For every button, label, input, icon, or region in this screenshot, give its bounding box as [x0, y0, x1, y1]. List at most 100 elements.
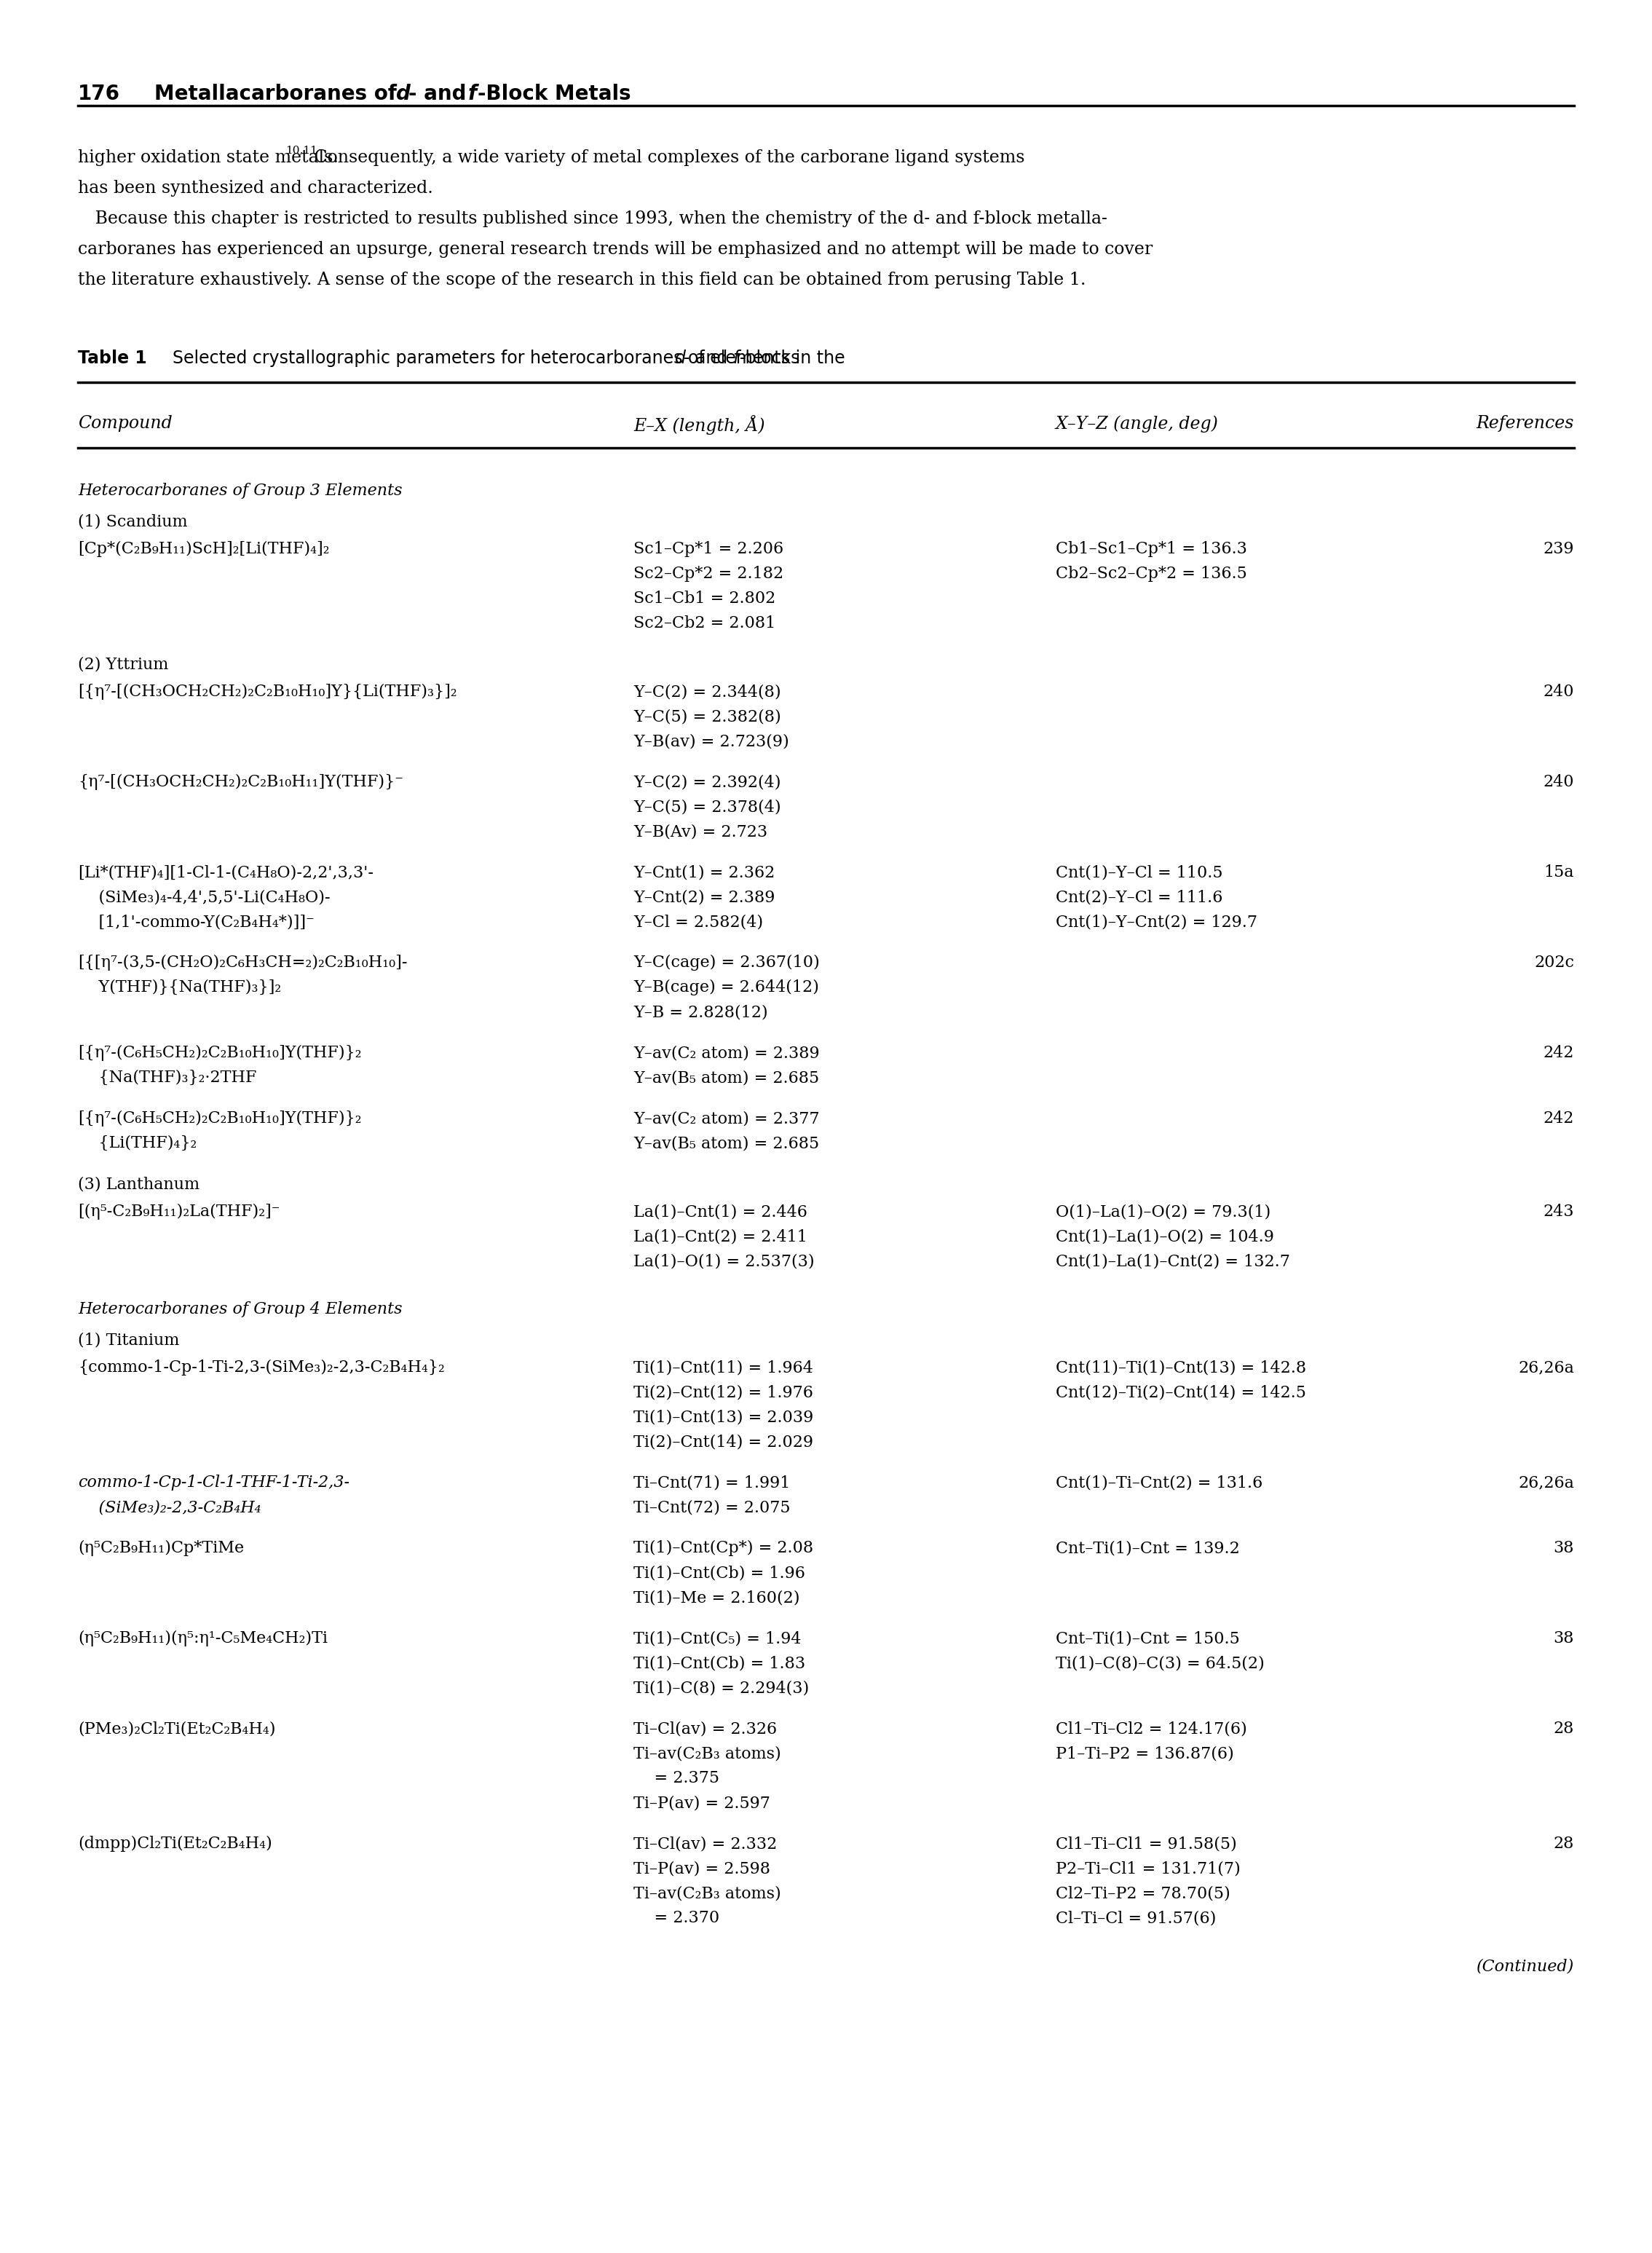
- Text: O(1)–La(1)–O(2) = 79.3(1): O(1)–La(1)–O(2) = 79.3(1): [1056, 1203, 1270, 1219]
- Text: 28: 28: [1553, 1836, 1574, 1852]
- Text: = 2.370: = 2.370: [633, 1911, 719, 1926]
- Text: Cnt(11)–Ti(1)–Cnt(13) = 142.8: Cnt(11)–Ti(1)–Cnt(13) = 142.8: [1056, 1359, 1307, 1377]
- Text: [Cp*(C₂B₉H₁₁)ScH]₂[Li(THF)₄]₂: [Cp*(C₂B₉H₁₁)ScH]₂[Li(THF)₄]₂: [78, 541, 329, 556]
- Text: Sc2–Cp*2 = 2.182: Sc2–Cp*2 = 2.182: [633, 566, 783, 581]
- Text: [1,1'-commo-Y(C₂B₄H₄*)]]⁻: [1,1'-commo-Y(C₂B₄H₄*)]]⁻: [78, 915, 314, 930]
- Text: Ti–Cl(av) = 2.326: Ti–Cl(av) = 2.326: [633, 1721, 776, 1737]
- Text: f: f: [732, 349, 738, 367]
- Text: has been synthesized and characterized.: has been synthesized and characterized.: [78, 180, 433, 196]
- Text: Cnt(1)–La(1)–O(2) = 104.9: Cnt(1)–La(1)–O(2) = 104.9: [1056, 1228, 1274, 1244]
- Text: Y–C(2) = 2.392(4): Y–C(2) = 2.392(4): [633, 775, 781, 791]
- Text: La(1)–Cnt(1) = 2.446: La(1)–Cnt(1) = 2.446: [633, 1203, 808, 1219]
- Text: (Continued): (Continued): [1477, 1958, 1574, 1974]
- Text: 240: 240: [1543, 683, 1574, 701]
- Text: X–Y–Z (angle, deg): X–Y–Z (angle, deg): [1056, 415, 1219, 433]
- Text: Y–B = 2.828(12): Y–B = 2.828(12): [633, 1005, 768, 1021]
- Text: Cnt(2)–Y–Cl = 111.6: Cnt(2)–Y–Cl = 111.6: [1056, 890, 1222, 906]
- Text: Cnt–Ti(1)–Cnt = 150.5: Cnt–Ti(1)–Cnt = 150.5: [1056, 1631, 1239, 1647]
- Text: Y–C(5) = 2.382(8): Y–C(5) = 2.382(8): [633, 707, 781, 725]
- Text: Cb2–Sc2–Cp*2 = 136.5: Cb2–Sc2–Cp*2 = 136.5: [1056, 566, 1247, 581]
- Text: Cnt(12)–Ti(2)–Cnt(14) = 142.5: Cnt(12)–Ti(2)–Cnt(14) = 142.5: [1056, 1383, 1307, 1401]
- Text: Y–C(cage) = 2.367(10): Y–C(cage) = 2.367(10): [633, 955, 819, 971]
- Text: {Na(THF)₃}₂·2THF: {Na(THF)₃}₂·2THF: [78, 1070, 256, 1086]
- Text: 239: 239: [1543, 541, 1574, 556]
- Text: Because this chapter is restricted to results published since 1993, when the che: Because this chapter is restricted to re…: [78, 210, 1107, 228]
- Text: 38: 38: [1553, 1631, 1574, 1647]
- Text: Ti–av(C₂B₃ atoms): Ti–av(C₂B₃ atoms): [633, 1886, 781, 1902]
- Text: Y–B(cage) = 2.644(12): Y–B(cage) = 2.644(12): [633, 980, 819, 996]
- Text: {Li(THF)₄}₂: {Li(THF)₄}₂: [78, 1136, 197, 1151]
- Text: References: References: [1477, 415, 1574, 433]
- Text: carboranes has experienced an upsurge, general research trends will be emphasize: carboranes has experienced an upsurge, g…: [78, 241, 1153, 257]
- Text: Cl1–Ti–Cl2 = 124.17(6): Cl1–Ti–Cl2 = 124.17(6): [1056, 1721, 1247, 1737]
- Text: [(η⁵-C₂B₉H₁₁)₂La(THF)₂]⁻: [(η⁵-C₂B₉H₁₁)₂La(THF)₂]⁻: [78, 1203, 279, 1219]
- Text: f: f: [468, 83, 477, 104]
- Text: - and: - and: [408, 83, 474, 104]
- Text: (SiMe₃)₄-4,4',5,5'-Li(C₄H₈O)-: (SiMe₃)₄-4,4',5,5'-Li(C₄H₈O)-: [78, 890, 330, 906]
- Text: [{[η⁷-(3,5-(CH₂O)₂C₆H₃CH=₂)₂C₂B₁₀H₁₀]-: [{[η⁷-(3,5-(CH₂O)₂C₆H₃CH=₂)₂C₂B₁₀H₁₀]-: [78, 955, 408, 971]
- Text: [{η⁷-(C₆H₅CH₂)₂C₂B₁₀H₁₀]Y(THF)}₂: [{η⁷-(C₆H₅CH₂)₂C₂B₁₀H₁₀]Y(THF)}₂: [78, 1111, 362, 1126]
- Text: La(1)–Cnt(2) = 2.411: La(1)–Cnt(2) = 2.411: [633, 1228, 808, 1244]
- Text: Y–B(Av) = 2.723: Y–B(Av) = 2.723: [633, 825, 768, 840]
- Text: 28: 28: [1553, 1721, 1574, 1737]
- Text: Ti(2)–Cnt(12) = 1.976: Ti(2)–Cnt(12) = 1.976: [633, 1383, 813, 1401]
- Text: Cl–Ti–Cl = 91.57(6): Cl–Ti–Cl = 91.57(6): [1056, 1911, 1216, 1926]
- Text: [{η⁷-(C₆H₅CH₂)₂C₂B₁₀H₁₀]Y(THF)}₂: [{η⁷-(C₆H₅CH₂)₂C₂B₁₀H₁₀]Y(THF)}₂: [78, 1045, 362, 1061]
- Text: E–X (length, Å): E–X (length, Å): [633, 415, 765, 435]
- Text: = 2.375: = 2.375: [633, 1771, 719, 1787]
- Text: (PMe₃)₂Cl₂Ti(Et₂C₂B₄H₄): (PMe₃)₂Cl₂Ti(Et₂C₂B₄H₄): [78, 1721, 276, 1737]
- Text: Cb1–Sc1–Cp*1 = 136.3: Cb1–Sc1–Cp*1 = 136.3: [1056, 541, 1247, 556]
- Text: Ti(1)–Cnt(C₅) = 1.94: Ti(1)–Cnt(C₅) = 1.94: [633, 1631, 801, 1647]
- Text: {η⁷-[(CH₃OCH₂CH₂)₂C₂B₁₀H₁₁]Y(THF)}⁻: {η⁷-[(CH₃OCH₂CH₂)₂C₂B₁₀H₁₁]Y(THF)}⁻: [78, 775, 403, 791]
- Text: Ti(1)–Cnt(11) = 1.964: Ti(1)–Cnt(11) = 1.964: [633, 1359, 813, 1377]
- Text: 26,26a: 26,26a: [1518, 1359, 1574, 1377]
- Text: Selected crystallographic parameters for heterocarboranes of elements in the: Selected crystallographic parameters for…: [162, 349, 851, 367]
- Text: (1) Titanium: (1) Titanium: [78, 1332, 180, 1347]
- Text: Ti(1)–Cnt(Cb) = 1.96: Ti(1)–Cnt(Cb) = 1.96: [633, 1566, 805, 1582]
- Text: 240: 240: [1543, 775, 1574, 791]
- Text: Ti(1)–C(8)–C(3) = 64.5(2): Ti(1)–C(8)–C(3) = 64.5(2): [1056, 1656, 1264, 1672]
- Text: Y–Cl = 2.582(4): Y–Cl = 2.582(4): [633, 915, 763, 930]
- Text: Ti–Cnt(71) = 1.991: Ti–Cnt(71) = 1.991: [633, 1473, 790, 1491]
- Text: Y–B(av) = 2.723(9): Y–B(av) = 2.723(9): [633, 732, 790, 750]
- Text: (1) Scandium: (1) Scandium: [78, 514, 188, 529]
- Text: -Block Metals: -Block Metals: [477, 83, 631, 104]
- Text: Cnt(1)–Y–Cl = 110.5: Cnt(1)–Y–Cl = 110.5: [1056, 865, 1222, 881]
- Text: Cnt(1)–Y–Cnt(2) = 129.7: Cnt(1)–Y–Cnt(2) = 129.7: [1056, 915, 1257, 930]
- Text: Y–C(5) = 2.378(4): Y–C(5) = 2.378(4): [633, 800, 781, 816]
- Text: {commo-1-Cp-1-Ti-2,3-(SiMe₃)₂-2,3-C₂B₄H₄}₂: {commo-1-Cp-1-Ti-2,3-(SiMe₃)₂-2,3-C₂B₄H₄…: [78, 1359, 444, 1377]
- Text: (dmpp)Cl₂Ti(Et₂C₂B₄H₄): (dmpp)Cl₂Ti(Et₂C₂B₄H₄): [78, 1836, 273, 1852]
- Text: d: d: [396, 83, 411, 104]
- Text: P1–Ti–P2 = 136.87(6): P1–Ti–P2 = 136.87(6): [1056, 1746, 1234, 1762]
- Text: Y–av(C₂ atom) = 2.377: Y–av(C₂ atom) = 2.377: [633, 1111, 819, 1126]
- Text: La(1)–O(1) = 2.537(3): La(1)–O(1) = 2.537(3): [633, 1253, 814, 1268]
- Text: higher oxidation state metals.: higher oxidation state metals.: [78, 149, 339, 167]
- Text: Y–Cnt(2) = 2.389: Y–Cnt(2) = 2.389: [633, 890, 775, 906]
- Text: Y–C(2) = 2.344(8): Y–C(2) = 2.344(8): [633, 683, 781, 701]
- Text: 242: 242: [1543, 1111, 1574, 1126]
- Text: Ti(2)–Cnt(14) = 2.029: Ti(2)–Cnt(14) = 2.029: [633, 1433, 813, 1451]
- Text: P2–Ti–Cl1 = 131.71(7): P2–Ti–Cl1 = 131.71(7): [1056, 1861, 1241, 1877]
- Text: Cl1–Ti–Cl1 = 91.58(5): Cl1–Ti–Cl1 = 91.58(5): [1056, 1836, 1237, 1852]
- Text: Y–av(C₂ atom) = 2.389: Y–av(C₂ atom) = 2.389: [633, 1045, 819, 1061]
- Text: Y–av(B₅ atom) = 2.685: Y–av(B₅ atom) = 2.685: [633, 1070, 819, 1086]
- Text: [{η⁷-[(CH₃OCH₂CH₂)₂C₂B₁₀H₁₀]Y}{Li(THF)₃}]₂: [{η⁷-[(CH₃OCH₂CH₂)₂C₂B₁₀H₁₀]Y}{Li(THF)₃}…: [78, 683, 458, 701]
- Text: Y–av(B₅ atom) = 2.685: Y–av(B₅ atom) = 2.685: [633, 1136, 819, 1151]
- Text: Ti(1)–Me = 2.160(2): Ti(1)–Me = 2.160(2): [633, 1591, 800, 1606]
- Text: Heterocarboranes of Group 4 Elements: Heterocarboranes of Group 4 Elements: [78, 1302, 401, 1318]
- Text: Y(THF)}{Na(THF)₃}]₂: Y(THF)}{Na(THF)₃}]₂: [78, 980, 281, 996]
- Text: Cnt–Ti(1)–Cnt = 139.2: Cnt–Ti(1)–Cnt = 139.2: [1056, 1541, 1239, 1557]
- Text: Sc1–Cp*1 = 2.206: Sc1–Cp*1 = 2.206: [633, 541, 783, 556]
- Text: Consequently, a wide variety of metal complexes of the carborane ligand systems: Consequently, a wide variety of metal co…: [309, 149, 1026, 167]
- Text: (3) Lanthanum: (3) Lanthanum: [78, 1176, 200, 1192]
- Text: 10,11: 10,11: [286, 144, 317, 155]
- Text: 38: 38: [1553, 1541, 1574, 1557]
- Text: Metallacarboranes of: Metallacarboranes of: [154, 83, 403, 104]
- Text: Sc1–Cb1 = 2.802: Sc1–Cb1 = 2.802: [633, 590, 775, 606]
- Text: Ti(1)–Cnt(Cb) = 1.83: Ti(1)–Cnt(Cb) = 1.83: [633, 1656, 805, 1672]
- Text: Cnt(1)–Ti–Cnt(2) = 131.6: Cnt(1)–Ti–Cnt(2) = 131.6: [1056, 1473, 1262, 1491]
- Text: Ti–Cnt(72) = 2.075: Ti–Cnt(72) = 2.075: [633, 1498, 790, 1516]
- Text: d: d: [676, 349, 686, 367]
- Text: (SiMe₃)₂-2,3-C₂B₄H₄: (SiMe₃)₂-2,3-C₂B₄H₄: [78, 1498, 261, 1516]
- Text: Sc2–Cb2 = 2.081: Sc2–Cb2 = 2.081: [633, 615, 775, 631]
